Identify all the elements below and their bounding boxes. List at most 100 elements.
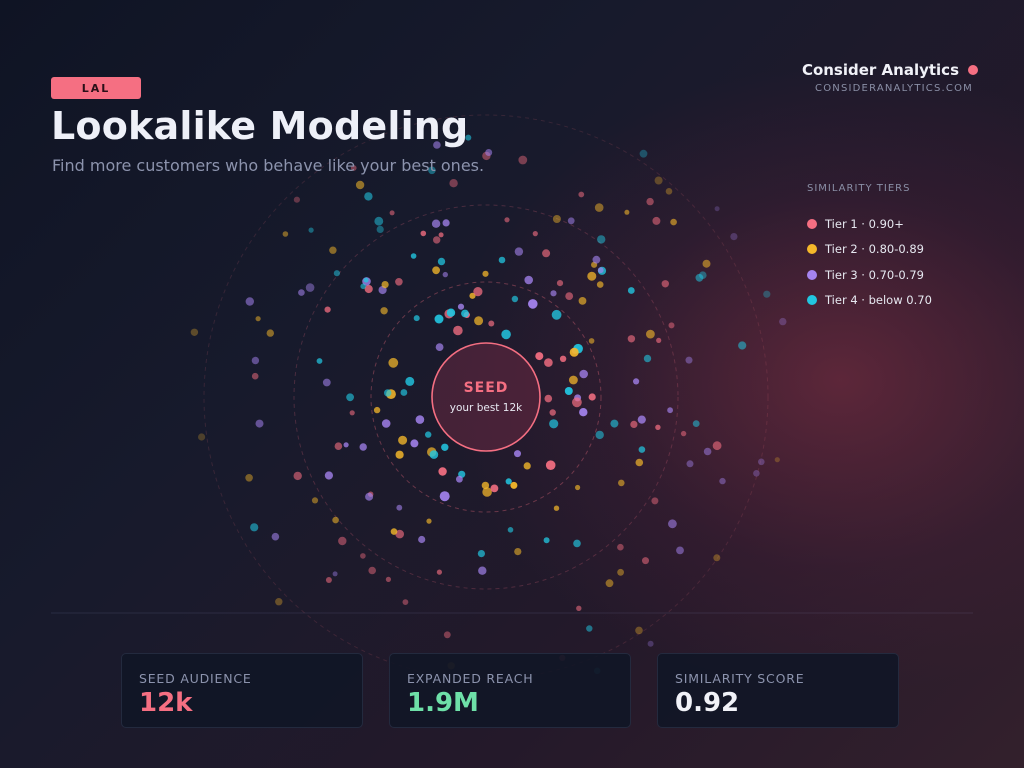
audience-dot: [413, 315, 420, 322]
stat-card-seed-audience: SEED AUDIENCE 12k: [121, 653, 363, 728]
audience-dot: [437, 257, 446, 266]
legend-item-tier-2: Tier 2 · 0.80-0.89: [807, 237, 932, 263]
stat-label: EXPANDED REACH: [407, 671, 534, 686]
audience-dot: [385, 576, 391, 583]
audience-dot: [355, 180, 365, 190]
audience-dot: [686, 460, 694, 468]
audience-dot: [587, 271, 597, 281]
audience-dot: [559, 355, 567, 362]
audience-dot: [434, 314, 444, 324]
audience-dot: [532, 231, 538, 237]
stats-row: SEED AUDIENCE 12k EXPANDED REACH 1.9M SI…: [121, 653, 899, 728]
audience-dot: [738, 341, 747, 350]
audience-dot: [498, 256, 506, 264]
audience-dot: [442, 219, 450, 227]
stat-label: SIMILARITY SCORE: [675, 671, 805, 686]
audience-dot: [474, 316, 484, 326]
audience-dot: [461, 309, 469, 318]
audience-dot: [713, 554, 721, 562]
audience-dot: [553, 505, 560, 511]
audience-dot: [255, 316, 261, 322]
audience-dot: [435, 343, 444, 351]
audience-dot: [374, 216, 384, 226]
audience-dot: [390, 528, 398, 535]
audience-dot: [395, 450, 404, 459]
audience-dot: [485, 149, 493, 156]
audience-dot: [592, 255, 601, 264]
audience-dot: [418, 535, 426, 544]
similarity-ring: [293, 204, 679, 590]
audience-dot: [477, 550, 485, 558]
audience-dot: [293, 196, 300, 203]
stat-value: 1.9M: [407, 688, 479, 718]
audience-dot: [376, 225, 384, 233]
audience-dot: [719, 477, 726, 485]
audience-dot: [523, 462, 531, 470]
audience-dot: [381, 419, 391, 428]
audience-dot: [596, 281, 604, 288]
audience-dot: [685, 356, 693, 364]
audience-dot: [380, 307, 388, 315]
audience-dot: [198, 433, 206, 441]
audience-dot: [490, 484, 499, 493]
audience-dot: [373, 406, 381, 414]
audience-dot: [441, 443, 449, 451]
audience-dot: [505, 478, 512, 485]
audience-dot: [654, 176, 663, 185]
audience-dot: [549, 419, 559, 429]
audience-dot: [573, 539, 581, 548]
similarity-legend: SIMILARITY TIERS Tier 1 · 0.90+ Tier 2 ·…: [807, 183, 932, 313]
audience-dot: [588, 338, 595, 344]
audience-dot: [564, 387, 573, 395]
brand-block: Consider Analytics CONSIDERANALYTICS.COM: [802, 61, 978, 94]
audience-dot: [544, 394, 553, 403]
audience-dot: [635, 458, 644, 467]
audience-dot: [597, 235, 606, 244]
audience-dot: [364, 284, 373, 294]
audience-dot: [542, 249, 551, 258]
audience-dot: [605, 579, 614, 588]
audience-dot: [446, 308, 456, 317]
audience-dot: [714, 206, 720, 212]
audience-dot: [457, 303, 465, 310]
audience-dot: [322, 378, 331, 387]
audience-dot: [642, 557, 649, 565]
audience-dot: [655, 424, 661, 430]
audience-dot: [779, 317, 787, 326]
legend-item-tier-4: Tier 4 · below 0.70: [807, 288, 932, 314]
audience-dot: [266, 329, 274, 337]
legend-title: SIMILARITY TIERS: [807, 183, 911, 194]
audience-dot: [478, 566, 487, 575]
audience-dot: [395, 529, 405, 539]
audience-dot: [350, 165, 357, 171]
audience-dot: [428, 166, 436, 175]
audience-dot: [586, 625, 593, 632]
brand-dot-icon: [968, 65, 978, 75]
audience-dot: [567, 217, 575, 225]
audience-dot: [433, 236, 441, 244]
audience-dot: [652, 216, 661, 225]
audience-dot: [245, 474, 253, 482]
audience-dot: [402, 599, 409, 605]
audience-dot: [384, 389, 392, 397]
audience-dot: [381, 281, 389, 289]
audience-dot: [368, 566, 377, 575]
audience-dot: [569, 375, 578, 385]
audience-dot: [575, 484, 581, 491]
audience-dot: [334, 442, 343, 451]
audience-dot: [617, 568, 624, 576]
audience-dot: [432, 266, 440, 275]
audience-dot: [325, 577, 332, 583]
legend-item-label: Tier 1 · 0.90+: [825, 216, 904, 231]
audience-dot: [668, 519, 677, 529]
audience-dot: [410, 439, 419, 448]
audience-dot: [670, 218, 677, 226]
audience-dot: [630, 420, 638, 428]
audience-dot: [443, 631, 451, 639]
audience-dot: [305, 283, 315, 292]
audience-dot: [680, 430, 687, 437]
legend-swatch-icon: [807, 218, 817, 229]
audience-dot: [395, 278, 403, 286]
audience-dot: [624, 209, 630, 215]
brand-name: Consider Analytics: [801, 61, 959, 79]
